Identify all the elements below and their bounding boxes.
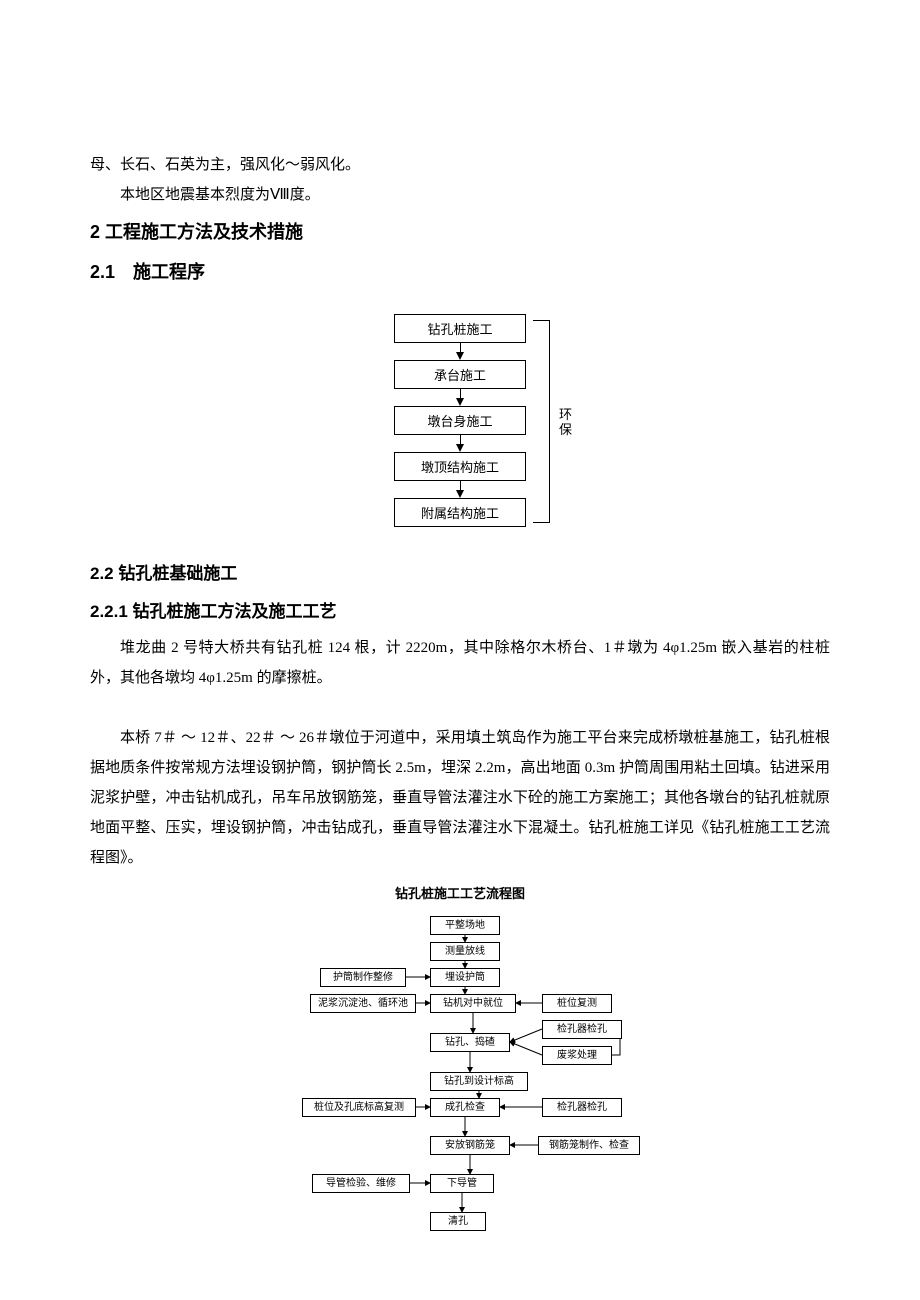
- flow2-node: 钻机对中就位: [430, 994, 516, 1013]
- paragraph: 母、长石、石英为主，强风化～弱风化。: [90, 150, 830, 180]
- flow1-node: 承台施工: [394, 360, 526, 389]
- heading-2-1: 2.1 施工程序: [90, 254, 830, 290]
- flow2-node: 下导管: [430, 1174, 494, 1193]
- flow2-node: 埋设护筒: [430, 968, 500, 987]
- heading-2-2: 2.2 钻孔桩基础施工: [90, 557, 830, 591]
- flow1-node: 墩台身施工: [394, 406, 526, 435]
- flow2-node: 钻孔、捣碴: [430, 1033, 510, 1052]
- flow2-node: 平整场地: [430, 916, 500, 935]
- flow2-node: 桩位复测: [542, 994, 612, 1013]
- flow2-node: 导管检验、维修: [312, 1174, 410, 1193]
- paragraph: 堆龙曲 2 号特大桥共有钻孔桩 124 根，计 2220m，其中除格尔木桥台、1…: [90, 633, 830, 693]
- heading-2: 2 工程施工方法及技术措施: [90, 214, 830, 250]
- flow2-node: 废浆处理: [542, 1046, 612, 1065]
- paragraph: 本地区地震基本烈度为Ⅷ度。: [90, 180, 830, 210]
- flow2-node: 成孔检查: [430, 1098, 500, 1117]
- flowchart-construction-sequence: 钻孔桩施工承台施工墩台身施工墩顶结构施工附属结构施工 环保: [90, 314, 830, 527]
- flow2-title: 钻孔桩施工工艺流程图: [395, 883, 525, 902]
- flow2-node: 钢筋笼制作、检查: [538, 1136, 640, 1155]
- paragraph: 本桥 7＃ ～ 12＃、22＃ ～ 26＃墩位于河道中，采用填土筑岛作为施工平台…: [90, 723, 830, 873]
- bracket-line: [533, 320, 550, 523]
- document-page: 母、长石、石英为主，强风化～弱风化。 本地区地震基本烈度为Ⅷ度。 2 工程施工方…: [0, 0, 920, 1276]
- flow2-node: 清孔: [430, 1212, 486, 1231]
- flow1-node: 附属结构施工: [394, 498, 526, 527]
- flow2-node: 钻孔到设计标高: [430, 1072, 528, 1091]
- flow1-node: 墩顶结构施工: [394, 452, 526, 481]
- flow2-node: 安放钢筋笼: [430, 1136, 510, 1155]
- flowchart-pile-process: 钻孔桩施工工艺流程图 平整场地测量放线埋设护筒 护筒制作整修钻机对中就位泥浆沉淀池…: [90, 883, 830, 1236]
- flow1-side-label: 环保: [559, 407, 572, 438]
- flow2-node: 桩位及孔底标高复测: [302, 1098, 416, 1117]
- flow2-node: 测量放线: [430, 942, 500, 961]
- flow2-node: 检孔器检孔: [542, 1098, 622, 1117]
- flow2-node: 检孔器检孔: [542, 1020, 622, 1039]
- flow2-node: 泥浆沉淀池、循环池: [310, 994, 416, 1013]
- flow1-node: 钻孔桩施工: [394, 314, 526, 343]
- paragraph: [90, 693, 830, 723]
- heading-2-2-1: 2.2.1 钻孔桩施工方法及施工工艺: [90, 595, 830, 629]
- flow2-node: 护筒制作整修: [320, 968, 406, 987]
